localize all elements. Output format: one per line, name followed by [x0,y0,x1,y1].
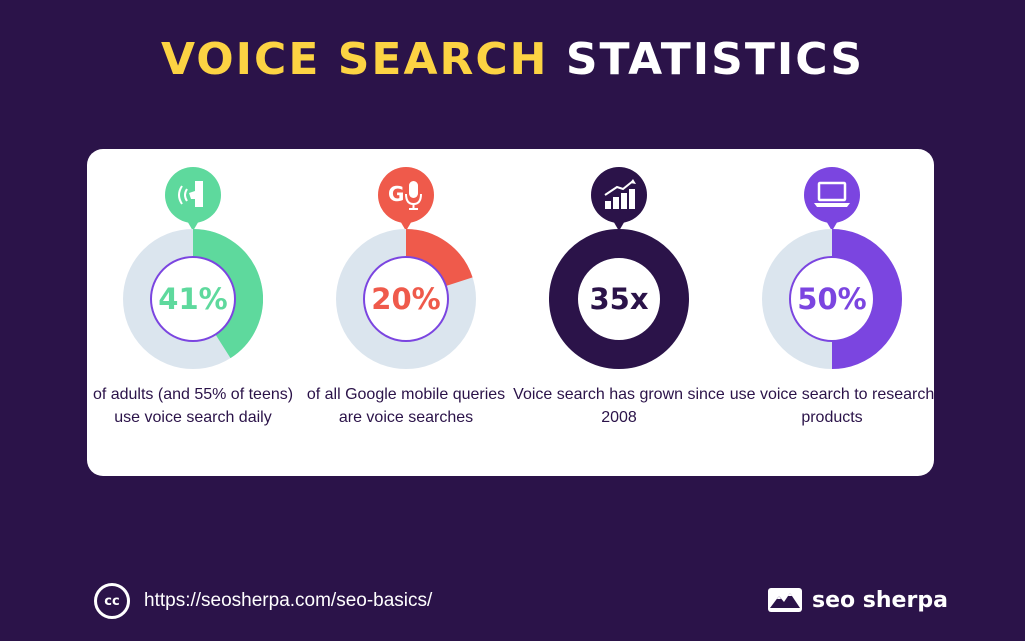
stat-adults-daily: 41% of adults (and 55% of teens) use voi… [87,149,299,476]
donut-center-0 [150,256,236,342]
stat-description-0: of adults (and 55% of teens) use voice s… [92,386,294,426]
donut-center-3 [789,256,875,342]
voice-assistant-icon [165,167,221,231]
donut-segment-3 [831,229,902,369]
growth-chart-icon [591,167,647,231]
donut-0 [123,229,263,369]
donut-center-2 [576,256,662,342]
stat-description-3: use voice search to research products [729,386,935,426]
footer-link-group: cc https://seosherpa.com/seo-basics/ [94,583,433,619]
title-rest: STATISTICS [565,34,865,85]
title-accent: VOICE SEARCH [160,34,549,85]
mountain-logo-icon [768,588,802,612]
brand-logo: seo sherpa [768,585,948,615]
stat-value-3: 50% [797,282,867,316]
brand-name: seo sherpa [812,587,948,613]
svg-text:G: G [388,182,404,206]
stats-card: 41% of adults (and 55% of teens) use voi… [87,149,934,476]
stat-description-1: of all Google mobile queries are voice s… [306,386,506,426]
stat-google-mobile: G 20% of all Google mobile queries are v… [300,149,512,476]
stat-research-products: 50% use voice search to research product… [726,149,938,476]
donut-3 [762,229,902,369]
donut-2 [549,229,689,369]
stat-value-2: 35x [589,282,649,316]
donut-segment-0 [192,229,263,359]
donut-segment-2 [549,229,689,369]
footer-url[interactable]: https://seosherpa.com/seo-basics/ [144,590,433,611]
donut-segment-1 [405,229,473,287]
donut-center-1 [363,256,449,342]
stat-growth: 35x Voice search has grown since 2008 [513,149,725,476]
donut-1 [336,229,476,369]
laptop-icon [804,167,860,231]
stat-description-2: Voice search has grown since 2008 [513,386,725,426]
google-mic-icon: G [378,167,434,231]
page-title: VOICE SEARCH STATISTICS [0,34,1025,85]
creative-commons-icon: cc [94,583,130,619]
stat-value-1: 20% [371,282,441,316]
stat-value-0: 41% [158,282,228,316]
